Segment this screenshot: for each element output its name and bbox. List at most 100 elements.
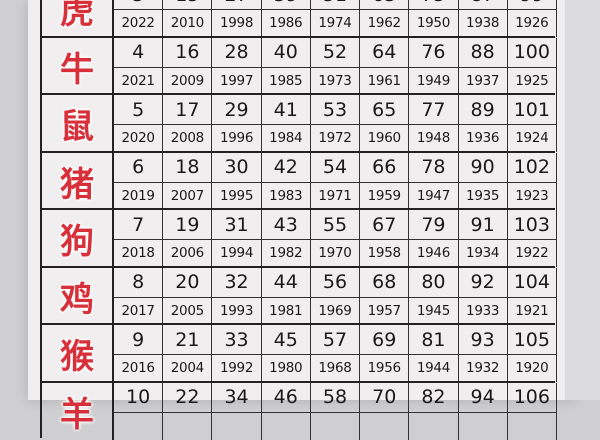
year-cell: 1970	[311, 239, 360, 267]
zodiac-label: 牛	[42, 38, 114, 96]
age-cell: 105	[508, 325, 557, 354]
zodiac-label: 猴	[42, 325, 114, 383]
year-cell: 1946	[409, 239, 458, 267]
year-cell: 1994	[212, 239, 261, 267]
zodiac-label: 羊	[42, 383, 114, 440]
year-cell: 1925	[508, 67, 557, 95]
age-cell: 22	[163, 383, 212, 412]
age-cell: 102	[508, 153, 557, 182]
year-cell: 2009	[163, 67, 212, 95]
year-cell: 2004	[163, 354, 212, 382]
age-cell: 80	[409, 268, 458, 297]
year-cell: 1971	[311, 182, 360, 210]
age-cell: 66	[360, 153, 409, 182]
year-cell: 1962	[360, 9, 409, 37]
year-cell: 1997	[212, 67, 261, 95]
age-cell: 45	[262, 325, 311, 354]
age-cell: 42	[262, 153, 311, 182]
year-cell: 1986	[262, 9, 311, 37]
year-cell	[114, 412, 163, 440]
year-cell: 1985	[262, 67, 311, 95]
year-cell: 1957	[360, 297, 409, 325]
age-cell: 104	[508, 268, 557, 297]
age-cell: 55	[311, 210, 360, 239]
age-cell: 68	[360, 268, 409, 297]
age-cell: 18	[163, 153, 212, 182]
age-cell: 52	[311, 38, 360, 67]
age-cell: 4	[114, 38, 163, 67]
age-cell: 54	[311, 153, 360, 182]
year-cell: 1938	[459, 9, 508, 37]
year-cell: 1937	[459, 67, 508, 95]
year-cell: 1947	[409, 182, 458, 210]
year-cell: 1936	[459, 124, 508, 152]
age-cell: 39	[262, 0, 311, 9]
year-cell: 1923	[508, 182, 557, 210]
year-cell	[508, 412, 557, 440]
age-cell: 82	[409, 383, 458, 412]
year-cell: 2007	[163, 182, 212, 210]
year-cell: 2006	[163, 239, 212, 267]
age-cell: 88	[459, 38, 508, 67]
year-cell: 1934	[459, 239, 508, 267]
age-cell: 92	[459, 268, 508, 297]
age-cell: 94	[459, 383, 508, 412]
year-cell: 1968	[311, 354, 360, 382]
age-cell: 81	[409, 325, 458, 354]
age-cell: 65	[360, 95, 409, 124]
year-cell: 1995	[212, 182, 261, 210]
age-cell: 58	[311, 383, 360, 412]
age-cell: 99	[508, 0, 557, 9]
age-cell: 90	[459, 153, 508, 182]
age-cell: 27	[212, 0, 261, 9]
year-cell: 2022	[114, 9, 163, 37]
age-cell: 40	[262, 38, 311, 67]
year-cell	[163, 412, 212, 440]
age-cell: 46	[262, 383, 311, 412]
year-cell: 1972	[311, 124, 360, 152]
year-cell: 2005	[163, 297, 212, 325]
year-cell	[311, 412, 360, 440]
age-cell: 87	[459, 0, 508, 9]
year-row	[114, 412, 557, 440]
year-cell: 1924	[508, 124, 557, 152]
age-cell: 20	[163, 268, 212, 297]
age-cell: 106	[508, 383, 557, 412]
age-cell: 19	[163, 210, 212, 239]
year-cell: 1922	[508, 239, 557, 267]
year-cell: 1950	[409, 9, 458, 37]
age-cell: 67	[360, 210, 409, 239]
age-cell: 16	[163, 38, 212, 67]
year-cell: 1921	[508, 297, 557, 325]
year-cell: 1932	[459, 354, 508, 382]
age-cell: 41	[262, 95, 311, 124]
year-cell: 1998	[212, 9, 261, 37]
year-cell: 1948	[409, 124, 458, 152]
year-cell: 1926	[508, 9, 557, 37]
age-cell: 75	[409, 0, 458, 9]
age-cell: 34	[212, 383, 261, 412]
year-cell: 2019	[114, 182, 163, 210]
year-cell: 1935	[459, 182, 508, 210]
year-cell: 1973	[311, 67, 360, 95]
year-cell: 1984	[262, 124, 311, 152]
age-cell: 31	[212, 210, 261, 239]
age-cell: 21	[163, 325, 212, 354]
age-cell: 63	[360, 0, 409, 9]
age-cell: 78	[409, 153, 458, 182]
year-cell	[459, 412, 508, 440]
age-cell: 76	[409, 38, 458, 67]
